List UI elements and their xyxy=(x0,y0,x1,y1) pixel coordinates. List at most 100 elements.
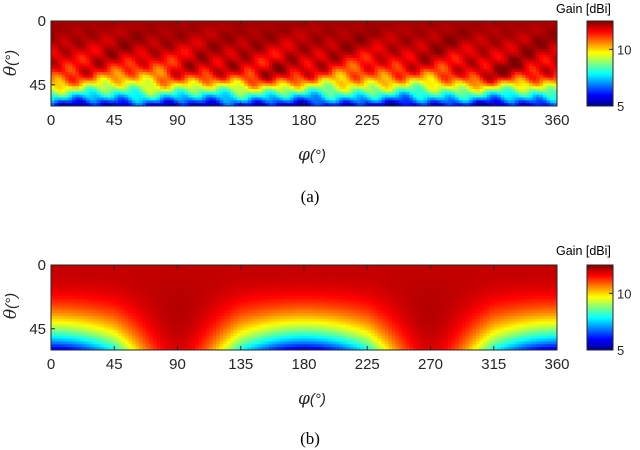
heatmap-cell xyxy=(212,80,217,84)
heatmap-cell xyxy=(434,97,439,101)
heatmap-cell xyxy=(384,60,389,65)
heatmap-cell xyxy=(58,74,63,79)
heatmap-cell xyxy=(486,77,491,82)
heatmap-cell xyxy=(514,72,519,76)
heatmap-cell xyxy=(124,52,129,56)
heatmap-cell xyxy=(339,63,344,67)
heatmap-cell xyxy=(181,270,186,275)
heatmap-cell xyxy=(145,63,150,67)
heatmap-cell xyxy=(184,66,189,70)
heatmap-cell xyxy=(261,72,266,76)
heatmap-cell xyxy=(247,83,252,87)
heatmap-cell xyxy=(346,267,351,272)
heatmap-cell xyxy=(58,83,63,87)
heatmap-cell xyxy=(268,83,273,87)
heatmap-cell xyxy=(395,265,400,269)
heatmap-cell xyxy=(247,94,252,99)
heatmap-cell xyxy=(426,97,432,101)
heatmap-cell xyxy=(497,32,502,36)
heatmap-cell xyxy=(532,57,537,62)
x-axis-label-a: φ(°) xyxy=(298,145,326,165)
heatmap-cell xyxy=(507,55,512,59)
heatmap-cell xyxy=(367,55,372,59)
heatmap-cell xyxy=(363,100,368,104)
heatmap-cell xyxy=(244,66,249,70)
heatmap-cell xyxy=(518,55,523,59)
heatmap-cell xyxy=(419,103,425,106)
heatmap-cell xyxy=(405,29,411,33)
heatmap-cell xyxy=(230,80,235,84)
heatmap-cell xyxy=(268,63,273,67)
heatmap-cell xyxy=(391,89,396,93)
heatmap-cell xyxy=(265,60,270,65)
heatmap-cell xyxy=(202,26,207,31)
heatmap-cell xyxy=(434,60,439,65)
heatmap-cell xyxy=(233,49,238,53)
heatmap-cell xyxy=(100,40,105,45)
heatmap-cell xyxy=(384,23,389,28)
heatmap-cell xyxy=(441,94,446,99)
heatmap-cell xyxy=(388,103,393,106)
heatmap-cell xyxy=(332,100,337,104)
heatmap-cell xyxy=(82,100,87,104)
heatmap-cell xyxy=(163,94,168,99)
heatmap-cell xyxy=(335,100,340,104)
heatmap-cell xyxy=(240,23,245,28)
heatmap-cell xyxy=(465,77,470,82)
heatmap-cell xyxy=(61,38,66,42)
heatmap-cell xyxy=(100,103,105,106)
heatmap-cell xyxy=(86,55,91,59)
heatmap-cell xyxy=(219,77,224,82)
heatmap-cell xyxy=(152,100,158,104)
heatmap-cell xyxy=(444,38,449,42)
heatmap-cell xyxy=(184,38,189,42)
heatmap-cell xyxy=(159,69,165,73)
heatmap-cell xyxy=(525,89,530,93)
heatmap-cell xyxy=(296,77,302,82)
heatmap-cell xyxy=(395,26,400,31)
heatmap-cell xyxy=(177,52,182,56)
heatmap-cell xyxy=(188,21,193,25)
heatmap-cell xyxy=(300,23,305,28)
heatmap-cell xyxy=(339,66,344,70)
heatmap-cell xyxy=(233,60,238,65)
heatmap-cell xyxy=(181,69,186,73)
heatmap-cell xyxy=(103,35,108,39)
heatmap-cell xyxy=(138,29,143,33)
heatmap-cell xyxy=(75,46,80,50)
heatmap-cell xyxy=(549,52,555,56)
heatmap-cell xyxy=(191,89,196,93)
heatmap-cell xyxy=(107,32,112,36)
heatmap-cell xyxy=(68,66,73,70)
heatmap-cell xyxy=(335,91,340,96)
heatmap-cell xyxy=(493,63,498,67)
heatmap-cell xyxy=(166,46,172,50)
heatmap-cell xyxy=(93,94,98,99)
heatmap-cell xyxy=(311,46,316,50)
heatmap-cell xyxy=(170,38,175,42)
heatmap-cell xyxy=(500,100,505,104)
heatmap-cell xyxy=(455,40,460,45)
heatmap-cell xyxy=(93,23,98,28)
heatmap-cell xyxy=(483,32,488,36)
heatmap-cell xyxy=(107,55,112,59)
heatmap-cell xyxy=(542,273,548,277)
heatmap-cell xyxy=(61,29,66,33)
heatmap-cell xyxy=(89,273,94,277)
heatmap-cell xyxy=(483,80,488,84)
heatmap-cell xyxy=(363,69,368,73)
heatmap-cell xyxy=(381,63,386,67)
heatmap-cell xyxy=(539,23,544,28)
heatmap-cell xyxy=(131,94,136,99)
heatmap-cell xyxy=(419,69,425,73)
heatmap-cell xyxy=(131,86,136,90)
heatmap-cell xyxy=(441,86,446,90)
heatmap-cell xyxy=(226,72,231,76)
heatmap-cell xyxy=(332,38,337,42)
heatmap-cell xyxy=(339,49,344,53)
heatmap-cell xyxy=(205,60,210,65)
heatmap-cell xyxy=(65,29,70,33)
heatmap-cell xyxy=(304,69,309,73)
heatmap-cell xyxy=(504,23,509,28)
heatmap-cell xyxy=(346,60,351,65)
